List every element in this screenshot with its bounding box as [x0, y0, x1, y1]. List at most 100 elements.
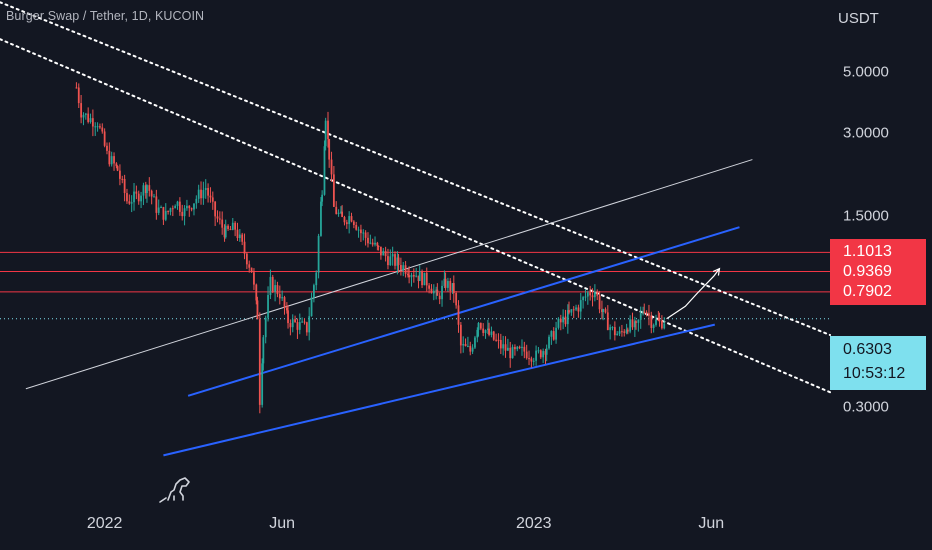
price-axis-tick: 5.0000: [843, 63, 889, 81]
candle-body: [236, 229, 239, 239]
candle-body: [75, 87, 78, 89]
candle-body: [428, 285, 431, 289]
candle-body: [376, 242, 379, 246]
trendline-1: [0, 1, 831, 336]
candle-body: [402, 265, 405, 270]
candle-body: [289, 323, 292, 328]
candle-body: [457, 305, 460, 325]
candle-body: [412, 274, 415, 277]
candle-body: [153, 196, 155, 198]
candle-body: [193, 203, 195, 210]
candle-body: [492, 331, 495, 340]
candle-body: [584, 296, 587, 298]
candle-body: [384, 250, 387, 257]
candle-body: [410, 274, 413, 278]
candle-body: [596, 291, 599, 296]
candle-body: [317, 235, 320, 273]
candle-body: [516, 346, 519, 350]
candle-body: [186, 205, 188, 209]
candle-body: [231, 222, 234, 230]
candle-body: [645, 312, 648, 314]
candle-body: [618, 331, 621, 334]
candle-body: [394, 254, 396, 266]
candle-body: [253, 272, 255, 285]
candle-body: [171, 208, 174, 210]
candle-body: [321, 194, 324, 202]
candle-body: [625, 329, 628, 333]
candle-body: [535, 350, 537, 361]
candle-body: [484, 330, 487, 333]
candle-body: [598, 295, 601, 310]
candle-body: [471, 347, 474, 352]
candle-body: [542, 351, 545, 358]
candle-body: [425, 272, 428, 286]
candle-body: [276, 285, 279, 295]
candle-body: [559, 318, 562, 323]
candle-body: [586, 292, 589, 297]
candle-body: [532, 360, 535, 362]
candle-body: [660, 320, 663, 329]
candle-body: [367, 237, 369, 244]
candle-body: [566, 310, 569, 325]
candle-body: [328, 138, 331, 160]
candle-body: [663, 323, 666, 329]
trendline-2: [0, 38, 831, 394]
trendline-5: [187, 226, 740, 397]
time-axis-tick: Jun: [269, 515, 296, 532]
candle-body: [157, 207, 160, 213]
candle-body: [452, 283, 455, 294]
candle-body: [94, 126, 97, 128]
candle-body: [262, 337, 265, 364]
candle-body: [250, 267, 253, 273]
candle-body: [245, 253, 248, 265]
candle-body: [167, 210, 170, 212]
candle-body: [436, 289, 439, 296]
time-axis-tick: 2022: [86, 515, 123, 532]
candle-body: [357, 229, 360, 231]
candle-body: [548, 336, 550, 349]
candle-body: [84, 113, 87, 115]
candle-body: [140, 195, 142, 202]
candle-body: [323, 146, 326, 195]
candle-body: [274, 285, 276, 292]
candle-body: [397, 257, 400, 266]
candle-body: [264, 317, 267, 338]
candle-body: [343, 217, 346, 223]
candle-body: [441, 285, 443, 300]
candle-body: [256, 300, 259, 320]
candle-body: [278, 294, 281, 299]
projection-arrowhead: [712, 267, 721, 276]
candle-body: [451, 283, 454, 291]
candle-body: [197, 189, 200, 199]
candle-body: [572, 309, 575, 311]
candle-body: [467, 345, 469, 347]
candle-body: [589, 292, 592, 296]
candle-body: [248, 264, 251, 268]
candle-body: [148, 185, 151, 191]
candle-body: [421, 271, 423, 286]
candle-body: [391, 254, 394, 257]
candle-body: [301, 321, 304, 323]
candle-body: [283, 297, 286, 308]
trendline-4: [163, 323, 716, 457]
candle-body: [209, 195, 212, 198]
candle-body: [214, 201, 217, 217]
candle-body: [82, 114, 85, 118]
candle-body: [287, 310, 289, 324]
candle-body: [121, 178, 124, 180]
candle-body: [227, 225, 229, 229]
candle-body: [380, 246, 382, 256]
trendline-3: [25, 159, 753, 390]
candle-body: [115, 163, 118, 167]
candle-body: [521, 346, 523, 348]
candle-countdown: 10:53:12: [843, 365, 906, 382]
candle-body: [459, 324, 462, 346]
candle-body: [504, 344, 507, 351]
candle-body: [555, 327, 557, 340]
candle-body: [506, 347, 509, 351]
candle-body: [190, 208, 193, 210]
candle-body: [423, 272, 426, 286]
candle-body: [629, 319, 632, 332]
candle-body: [399, 265, 402, 270]
